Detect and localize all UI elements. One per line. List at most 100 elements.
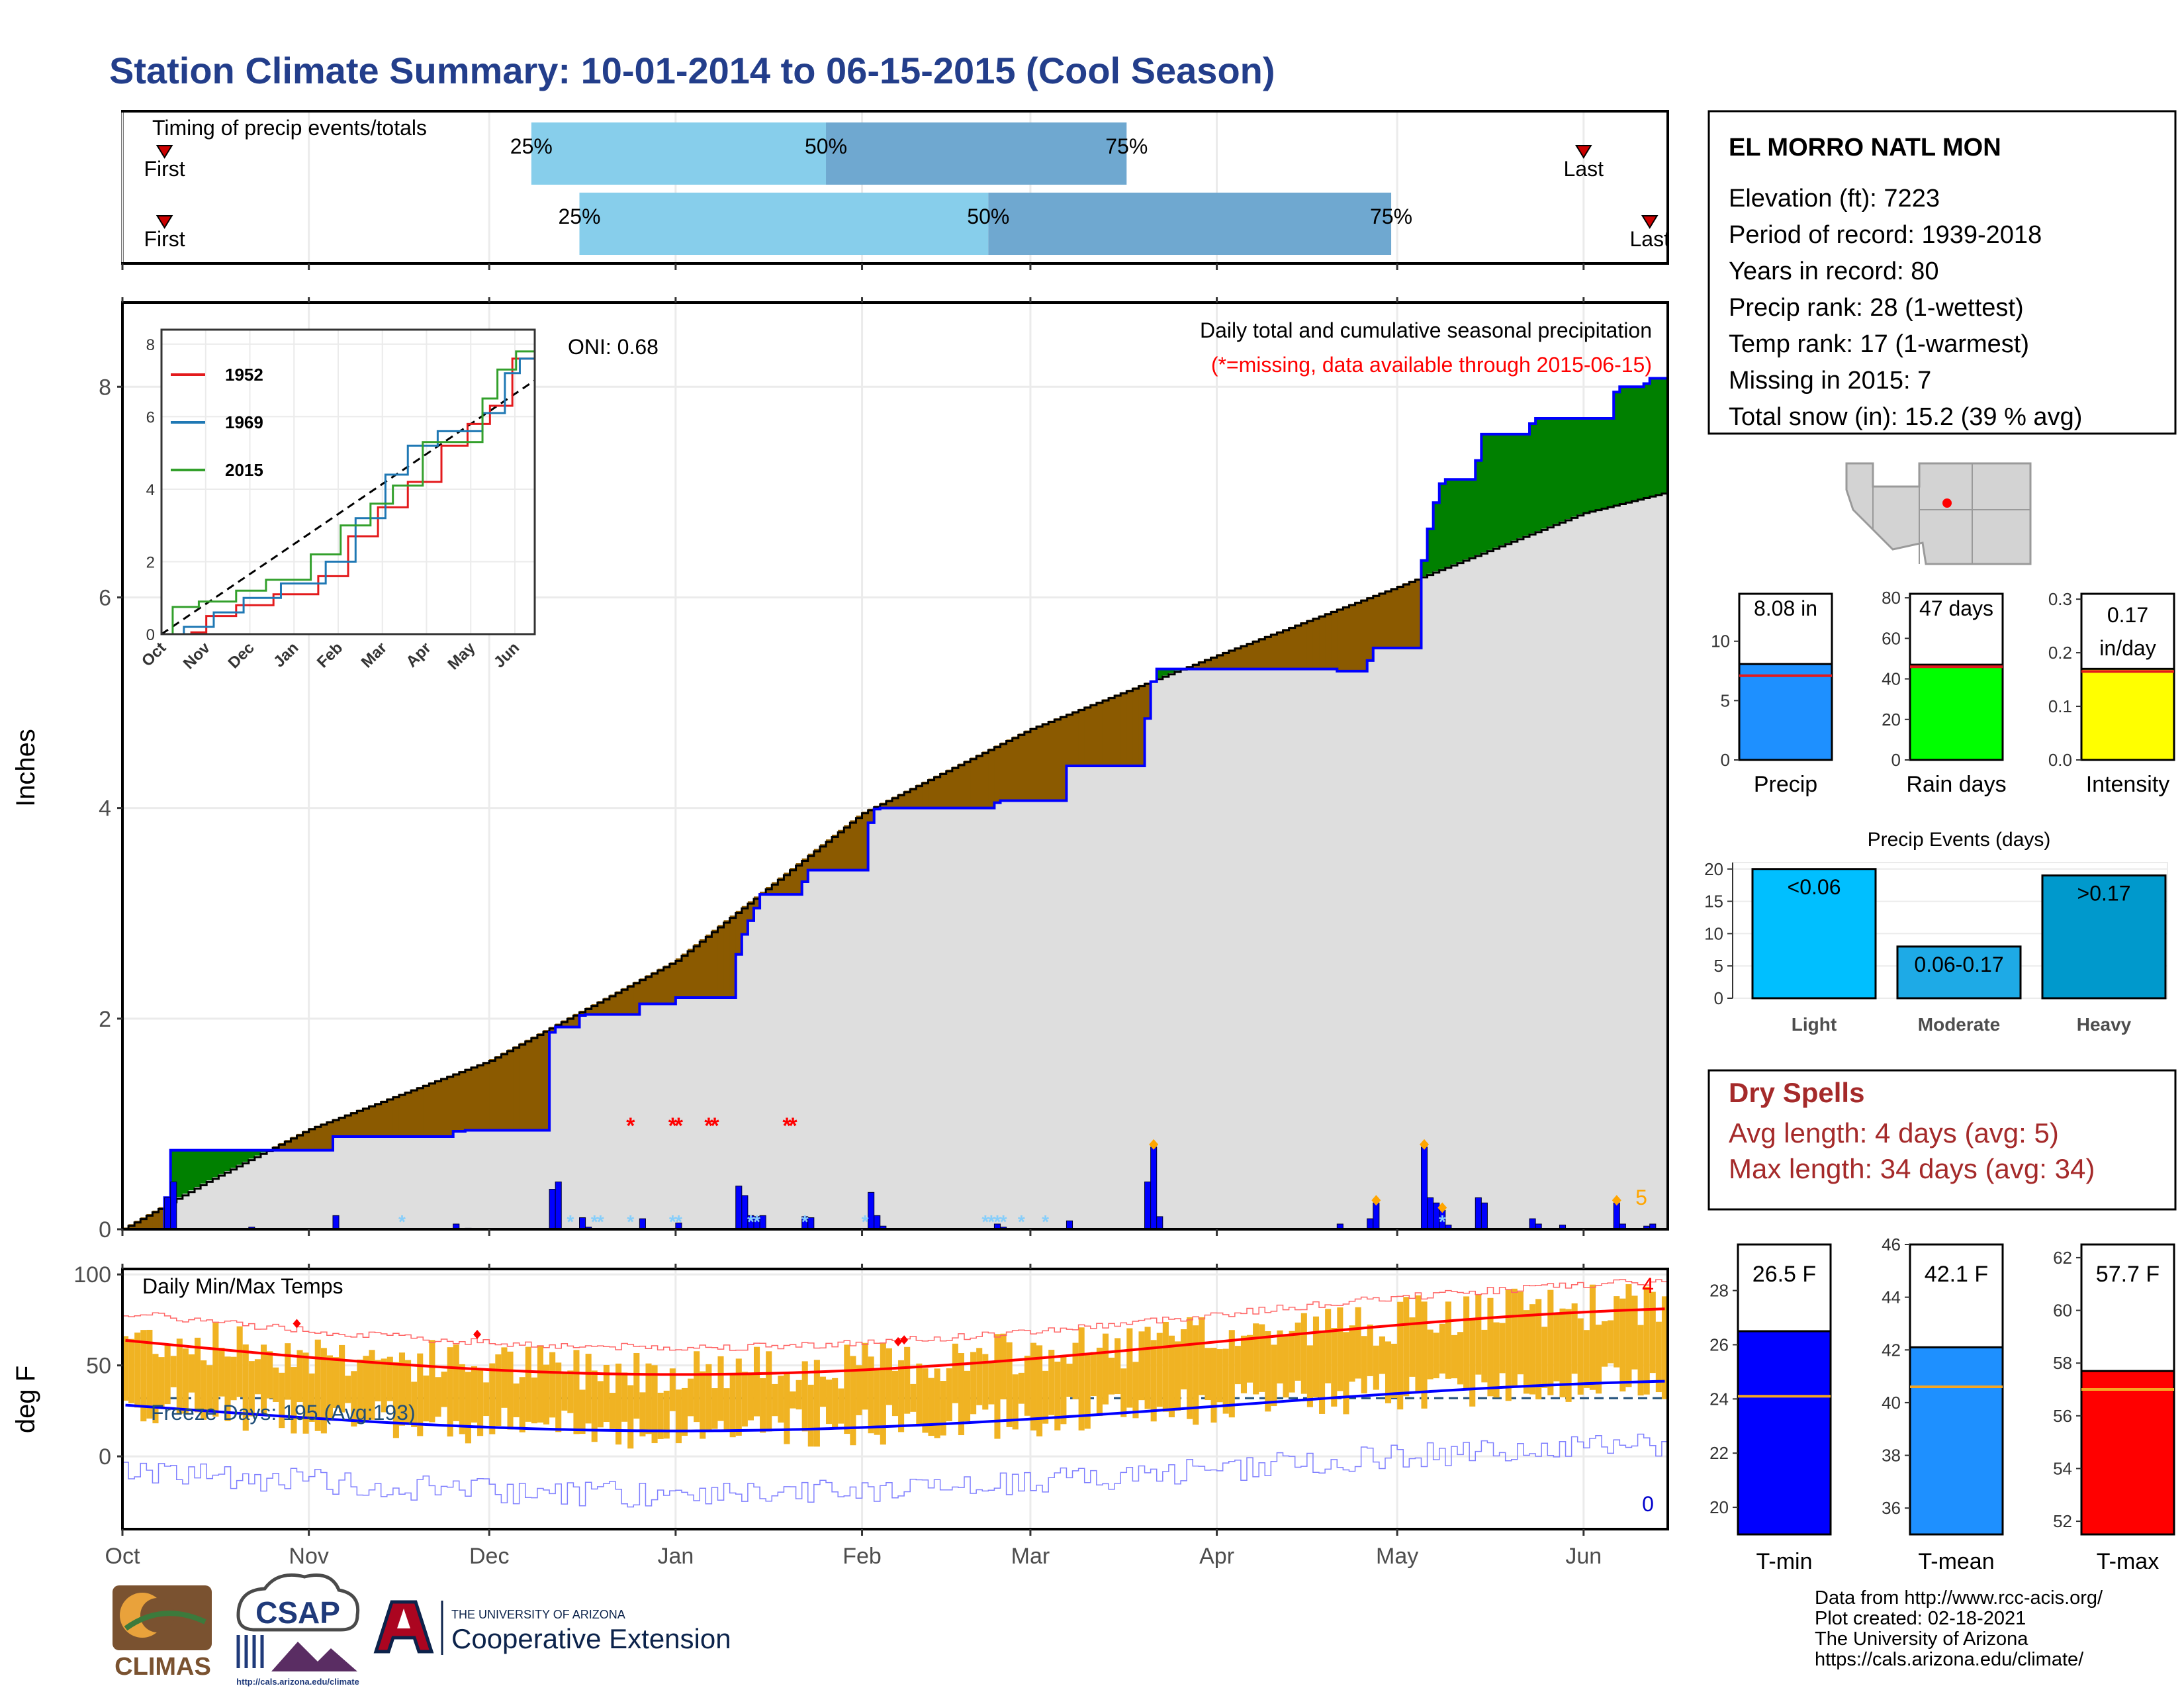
cum-fill-day xyxy=(669,1004,676,1229)
cum-fill-day xyxy=(723,998,731,1229)
mini-bar-value-unit: in/day xyxy=(2099,636,2156,660)
daily-temp-bar xyxy=(128,1338,135,1403)
cum-fill-day xyxy=(1457,561,1464,1229)
below-avg-area xyxy=(1216,654,1224,669)
cum-fill-day xyxy=(1222,669,1230,1229)
month-label: Dec xyxy=(469,1544,509,1569)
above-avg-area xyxy=(1661,378,1668,493)
inset-y-tick-label: 4 xyxy=(146,481,155,499)
below-avg-area xyxy=(326,1121,334,1150)
last-event-marker xyxy=(1641,215,1659,229)
cum-fill-day xyxy=(1415,647,1422,1229)
below-avg-area xyxy=(513,1046,520,1131)
cum-fill-day xyxy=(1614,504,1620,1229)
below-avg-area xyxy=(988,748,995,808)
daily-temp-bar xyxy=(1493,1322,1500,1398)
above-avg-area xyxy=(1487,434,1494,550)
above-avg-area xyxy=(1643,383,1651,498)
cum-fill-day xyxy=(1637,498,1645,1230)
daily-temp-bar xyxy=(1649,1291,1656,1374)
cum-fill-day xyxy=(1565,519,1572,1229)
temp-bar-tick-label: 58 xyxy=(2053,1353,2072,1373)
daily-temp-bar xyxy=(164,1343,171,1405)
cum-fill-day xyxy=(904,808,911,1229)
daily-temp-bar xyxy=(1505,1289,1512,1401)
cum-fill-day xyxy=(934,808,941,1229)
above-avg-area xyxy=(1451,479,1458,565)
daily-temp-bar xyxy=(772,1383,778,1417)
below-avg-area xyxy=(1115,694,1121,766)
below-avg-area xyxy=(790,868,797,895)
below-avg-area xyxy=(411,1089,418,1137)
above-avg-area xyxy=(1565,418,1572,520)
cum-fill-day xyxy=(633,1014,640,1229)
freeze-days-label: Freeze Days: 195 (Avg:193) xyxy=(151,1401,416,1425)
cum-fill-day xyxy=(976,808,983,1229)
cum-fill-day xyxy=(1090,766,1097,1229)
daily-temp-bar xyxy=(790,1391,796,1409)
daily-temp-bar xyxy=(314,1339,321,1431)
daily-temp-bar xyxy=(922,1368,929,1433)
below-avg-area xyxy=(1277,631,1284,669)
missing-day-marker: * xyxy=(788,1113,797,1139)
record-temp-marker xyxy=(293,1319,301,1329)
csap-logo: CSAP http://cals.arizona.edu/climate xyxy=(236,1573,360,1687)
dry-spells-box: Dry Spells Avg length: 4 days (avg: 5) M… xyxy=(1707,1069,2177,1211)
above-avg-area xyxy=(242,1150,250,1162)
missing-day-marker: * xyxy=(674,1113,684,1139)
below-avg-area xyxy=(946,769,953,808)
below-avg-area xyxy=(543,1030,550,1131)
temp-bar-tick-label: 24 xyxy=(1709,1389,1729,1409)
cum-fill-day xyxy=(531,1130,538,1229)
cum-fill-day xyxy=(1193,669,1199,1229)
cum-fill-day xyxy=(844,870,850,1229)
daily-temp-bar xyxy=(1048,1350,1055,1415)
below-avg-area xyxy=(1300,622,1308,669)
daily-precip-bar xyxy=(1367,1218,1374,1230)
below-avg-area xyxy=(1072,711,1079,766)
daily-temp-bar xyxy=(1205,1348,1211,1401)
cum-fill-day xyxy=(603,1014,610,1229)
daily-temp-bar xyxy=(819,1376,827,1407)
below-avg-area xyxy=(838,829,844,870)
below-avg-area xyxy=(772,882,778,895)
cum-fill-day xyxy=(351,1137,357,1229)
daily-temp-bar xyxy=(332,1357,340,1409)
daily-temp-bar xyxy=(1132,1362,1139,1419)
cum-fill-day xyxy=(1174,671,1181,1229)
daily-temp-bar xyxy=(1433,1333,1439,1379)
cum-fill-day xyxy=(513,1130,520,1229)
mini-bar-label: Rain days xyxy=(1906,772,2006,797)
daily-temp-bar xyxy=(308,1373,315,1422)
daily-temp-bar xyxy=(339,1344,345,1413)
daily-temp-bar xyxy=(134,1333,141,1408)
cum-fill-day xyxy=(326,1150,334,1229)
cum-fill-day xyxy=(1409,647,1416,1229)
daily-precip-bar xyxy=(1613,1202,1620,1230)
cum-fill-day xyxy=(928,808,935,1229)
above-avg-area xyxy=(1493,434,1500,548)
daily-temp-bar xyxy=(627,1385,634,1449)
cum-fill-day xyxy=(248,1158,255,1229)
snow-day-marker: * xyxy=(987,1211,995,1232)
below-avg-area xyxy=(429,1082,436,1137)
cum-fill-day xyxy=(1168,673,1175,1229)
cum-fill-day xyxy=(236,1164,244,1229)
daily-temp-bar xyxy=(934,1368,940,1438)
cum-fill-day xyxy=(1487,549,1494,1229)
temp-bar-tick-label: 36 xyxy=(1882,1498,1901,1518)
temp-y-tick-label: 100 xyxy=(73,1262,111,1288)
above-avg-area xyxy=(1619,387,1627,504)
cum-fill-day xyxy=(1361,671,1368,1229)
cum-fill-day xyxy=(1132,766,1140,1229)
below-avg-area xyxy=(296,1133,304,1150)
daily-temp-bar xyxy=(1162,1321,1169,1412)
daily-temp-bar xyxy=(1421,1301,1428,1409)
daily-temp-bar xyxy=(1415,1295,1422,1393)
daily-temp-bar xyxy=(1535,1299,1542,1399)
cum-fill-day xyxy=(916,808,923,1229)
cum-fill-day xyxy=(1199,669,1206,1229)
cum-fill-day xyxy=(910,808,917,1229)
mini-bar-tick-label: 0.3 xyxy=(2048,589,2072,609)
daily-temp-bar xyxy=(1168,1335,1175,1418)
